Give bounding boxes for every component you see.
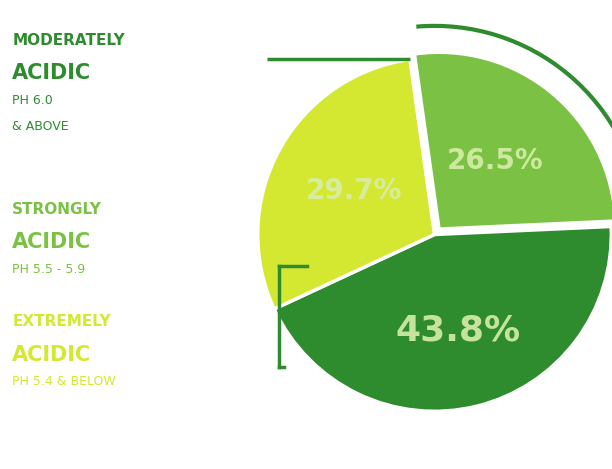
- Text: 29.7%: 29.7%: [305, 176, 402, 204]
- Text: PH 6.0: PH 6.0: [12, 94, 53, 107]
- Text: MODERATELY: MODERATELY: [12, 33, 125, 48]
- Wedge shape: [274, 227, 611, 411]
- Text: EXTREMELY: EXTREMELY: [12, 314, 111, 329]
- Text: STRONGLY: STRONGLY: [12, 202, 102, 217]
- Text: ACIDIC: ACIDIC: [12, 63, 91, 83]
- Text: 26.5%: 26.5%: [447, 147, 544, 175]
- Text: PH 5.5 - 5.9: PH 5.5 - 5.9: [12, 263, 86, 276]
- Text: & ABOVE: & ABOVE: [12, 120, 69, 133]
- Wedge shape: [258, 60, 435, 309]
- Text: ACIDIC: ACIDIC: [12, 232, 91, 252]
- Wedge shape: [414, 52, 612, 229]
- Text: ACIDIC: ACIDIC: [12, 345, 91, 365]
- Text: PH 5.4 & BELOW: PH 5.4 & BELOW: [12, 375, 116, 388]
- Text: 43.8%: 43.8%: [395, 314, 521, 348]
